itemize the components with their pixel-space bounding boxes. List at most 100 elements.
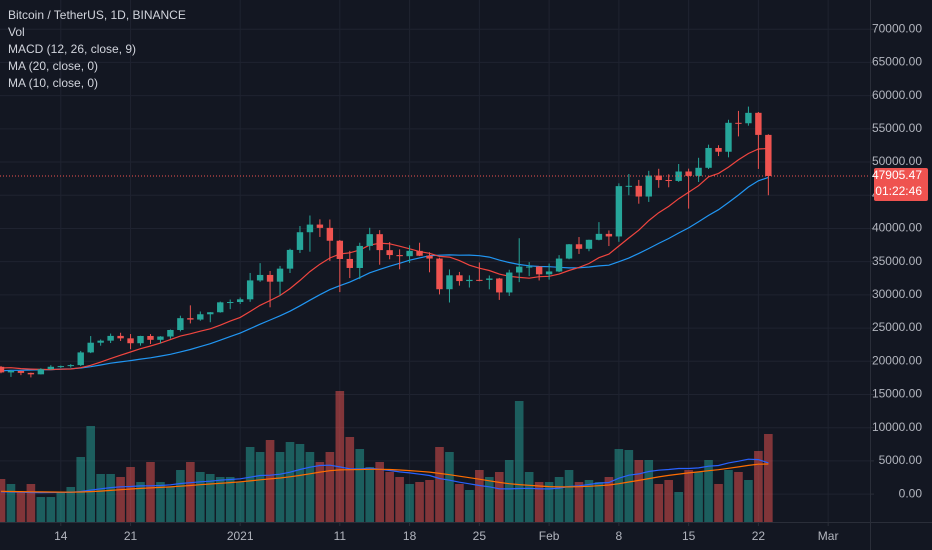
- y-tick-label: 35000.00: [872, 254, 922, 268]
- y-tick-label: 50000.00: [872, 154, 922, 168]
- candle-body: [177, 318, 184, 330]
- signal-line: [0, 463, 769, 493]
- x-tick-label: 21: [124, 529, 138, 543]
- x-tick-label: 22: [752, 529, 766, 543]
- volume-bar: [435, 447, 444, 522]
- candle-body: [316, 224, 324, 228]
- volume-bar: [425, 480, 434, 522]
- candle-body: [356, 245, 363, 268]
- volume-bar: [255, 452, 265, 522]
- volume-bar: [86, 426, 95, 522]
- candle-body: [37, 369, 45, 375]
- volume-bar: [136, 482, 145, 522]
- volume-bar: [664, 480, 673, 522]
- candle-body: [615, 186, 623, 237]
- volume-bar: [176, 470, 185, 522]
- legend-entry: MACD (12, 26, close, 9): [8, 42, 136, 56]
- candle-body: [685, 171, 692, 176]
- candle-body: [535, 266, 543, 275]
- legend-entry: MA (10, close, 0): [8, 76, 98, 90]
- volume-bar: [26, 484, 36, 522]
- volume-bar: [405, 484, 414, 522]
- candle-body: [476, 279, 483, 281]
- volume-bar: [604, 477, 614, 522]
- y-tick-label: 30000.00: [872, 287, 922, 301]
- ma10-line: [0, 147, 769, 371]
- y-tick-label: 20000.00: [872, 353, 922, 367]
- volume-bar: [275, 452, 285, 522]
- candle-body: [197, 314, 204, 320]
- candle-body: [605, 233, 613, 237]
- indicator-lines: [0, 147, 769, 494]
- candle-body: [545, 271, 553, 275]
- candle-body: [147, 335, 154, 340]
- candle-body: [585, 239, 593, 249]
- volume-bar: [764, 434, 773, 522]
- candle-body: [406, 250, 413, 257]
- candle-body: [296, 232, 304, 250]
- volume-bar: [335, 391, 345, 522]
- volume-bar: [544, 482, 554, 522]
- candle-body: [486, 278, 493, 280]
- volume-bar: [674, 492, 683, 522]
- y-tick-label: 60000.00: [872, 88, 922, 102]
- candle-body: [426, 255, 433, 259]
- volume-bar: [225, 477, 235, 522]
- legend: Bitcoin / TetherUS, 1D, BINANCE Vol MACD …: [8, 8, 186, 90]
- candle-body: [595, 233, 603, 240]
- candle-body: [306, 224, 314, 233]
- volume-bar: [724, 470, 733, 522]
- volume-bar: [654, 484, 664, 522]
- y-tick-label: 15000.00: [872, 387, 922, 401]
- volume-bar: [235, 482, 245, 522]
- chart-title: Bitcoin / TetherUS, 1D, BINANCE: [8, 8, 186, 22]
- volume-bar: [166, 487, 175, 522]
- candle-body: [7, 370, 15, 373]
- candle-body: [217, 302, 224, 313]
- volume-bar: [704, 460, 713, 522]
- legend-entry: MA (20, close, 0): [8, 59, 98, 73]
- candle-body: [655, 175, 662, 181]
- x-tick-label: 8: [616, 529, 623, 543]
- volume-bar: [744, 480, 753, 522]
- volume-bar: [564, 470, 574, 522]
- volume-bar: [186, 462, 195, 522]
- x-tick-label: 18: [403, 529, 417, 543]
- y-tick-label: 5000.00: [879, 453, 923, 467]
- candle-body: [456, 275, 463, 282]
- volume-bar: [514, 401, 524, 522]
- candle-body: [516, 266, 523, 273]
- candle-body: [286, 249, 294, 269]
- candle-body: [157, 336, 164, 340]
- candle-body: [506, 272, 513, 293]
- volume-bar: [504, 460, 514, 522]
- candle-body: [127, 338, 134, 344]
- candle-body: [336, 240, 344, 259]
- volume-bar: [56, 492, 66, 522]
- y-tick-label: 65000.00: [872, 55, 922, 69]
- volume-bar: [215, 477, 225, 522]
- candle-body: [227, 302, 234, 304]
- candle-body: [715, 147, 722, 152]
- last-price-label: 47905.47: [872, 168, 922, 182]
- volume-bar: [684, 470, 693, 522]
- candle-body: [77, 352, 84, 366]
- volume-bar: [395, 477, 404, 522]
- volume-bar: [734, 472, 743, 522]
- candle-body: [725, 122, 732, 152]
- volume-bar: [614, 449, 624, 522]
- candle-body: [0, 366, 5, 373]
- volume-bar: [415, 482, 424, 522]
- volume-bar: [106, 474, 115, 522]
- candle-body: [266, 274, 274, 282]
- x-tick-label: Feb: [539, 529, 560, 543]
- candle-body: [396, 255, 403, 257]
- countdown-label: 01:22:46: [875, 184, 922, 198]
- candle-body: [635, 185, 642, 197]
- y-tick-label: 40000.00: [872, 221, 922, 235]
- volume-bar: [315, 462, 325, 522]
- candle-body: [496, 278, 503, 293]
- candle-body: [207, 312, 214, 315]
- y-tick-label: 10000.00: [872, 420, 922, 434]
- candle-body: [236, 299, 244, 303]
